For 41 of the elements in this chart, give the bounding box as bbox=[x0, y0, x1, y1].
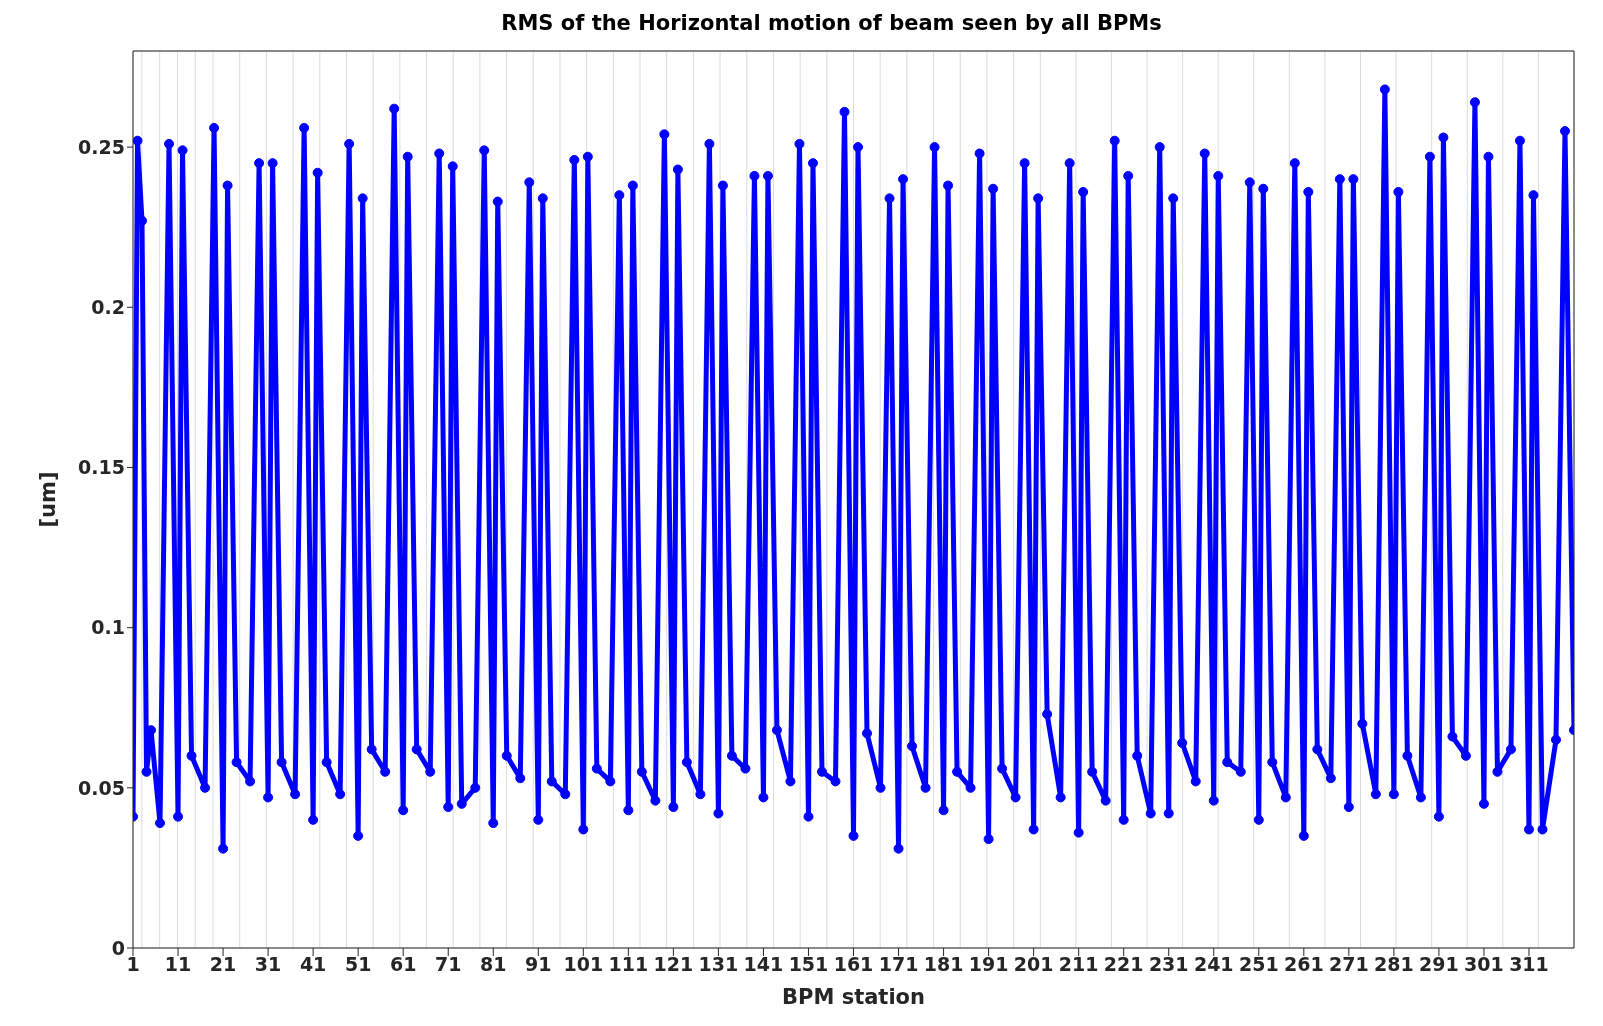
x-tick-label: 11 bbox=[164, 953, 192, 976]
x-tick-label: 101 bbox=[563, 953, 604, 976]
x-tick-label: 161 bbox=[833, 953, 874, 976]
x-tick-label: 261 bbox=[1283, 953, 1324, 976]
x-tick-label: 301 bbox=[1464, 953, 1504, 976]
x-tick-label: 111 bbox=[608, 953, 649, 976]
x-tick-label: 191 bbox=[968, 953, 1009, 976]
y-tick-label: 0.1 bbox=[91, 616, 125, 639]
x-tick-label: 311 bbox=[1509, 953, 1549, 976]
x-tick-label: 241 bbox=[1193, 953, 1234, 976]
x-tick-label: 71 bbox=[434, 953, 462, 976]
x-tick-label: 81 bbox=[480, 953, 507, 976]
x-tick-label: 231 bbox=[1148, 953, 1189, 976]
x-tick-label: 31 bbox=[254, 953, 282, 976]
x-tick-label: 91 bbox=[525, 953, 552, 976]
x-tick-label: 251 bbox=[1238, 953, 1279, 976]
y-axis-title: [um] bbox=[36, 471, 61, 528]
y-tick-label: 0.15 bbox=[78, 456, 125, 479]
x-tick-label: 121 bbox=[653, 953, 694, 976]
x-tick-label: 1 bbox=[126, 953, 140, 976]
x-tick-label: 281 bbox=[1374, 953, 1414, 976]
x-tick-label: 221 bbox=[1103, 953, 1144, 976]
x-tick-label: 201 bbox=[1013, 953, 1054, 976]
y-tick-label: 0.2 bbox=[91, 296, 125, 319]
y-tick-label: 0 bbox=[111, 936, 125, 959]
x-tick-label: 271 bbox=[1329, 953, 1369, 976]
x-axis-title: BPM station bbox=[782, 985, 925, 1009]
x-tick-label: 291 bbox=[1419, 953, 1459, 976]
x-tick-label: 181 bbox=[923, 953, 964, 976]
x-tick-label: 141 bbox=[743, 953, 784, 976]
x-tick-label: 61 bbox=[389, 953, 417, 976]
y-tick-label: 0.05 bbox=[78, 776, 125, 799]
x-tick-label: 151 bbox=[788, 953, 829, 976]
x-tick-label: 211 bbox=[1058, 953, 1099, 976]
x-tick-label: 51 bbox=[344, 953, 372, 976]
chart-title: RMS of the Horizontal motion of beam seen by all BPMs bbox=[500, 10, 1163, 37]
x-tick-label: 131 bbox=[698, 953, 739, 976]
y-tick-label: 0.25 bbox=[78, 135, 125, 158]
x-tick-label: 21 bbox=[209, 953, 237, 976]
x-tick-label: 41 bbox=[299, 953, 327, 976]
x-tick-label: 171 bbox=[878, 953, 919, 976]
